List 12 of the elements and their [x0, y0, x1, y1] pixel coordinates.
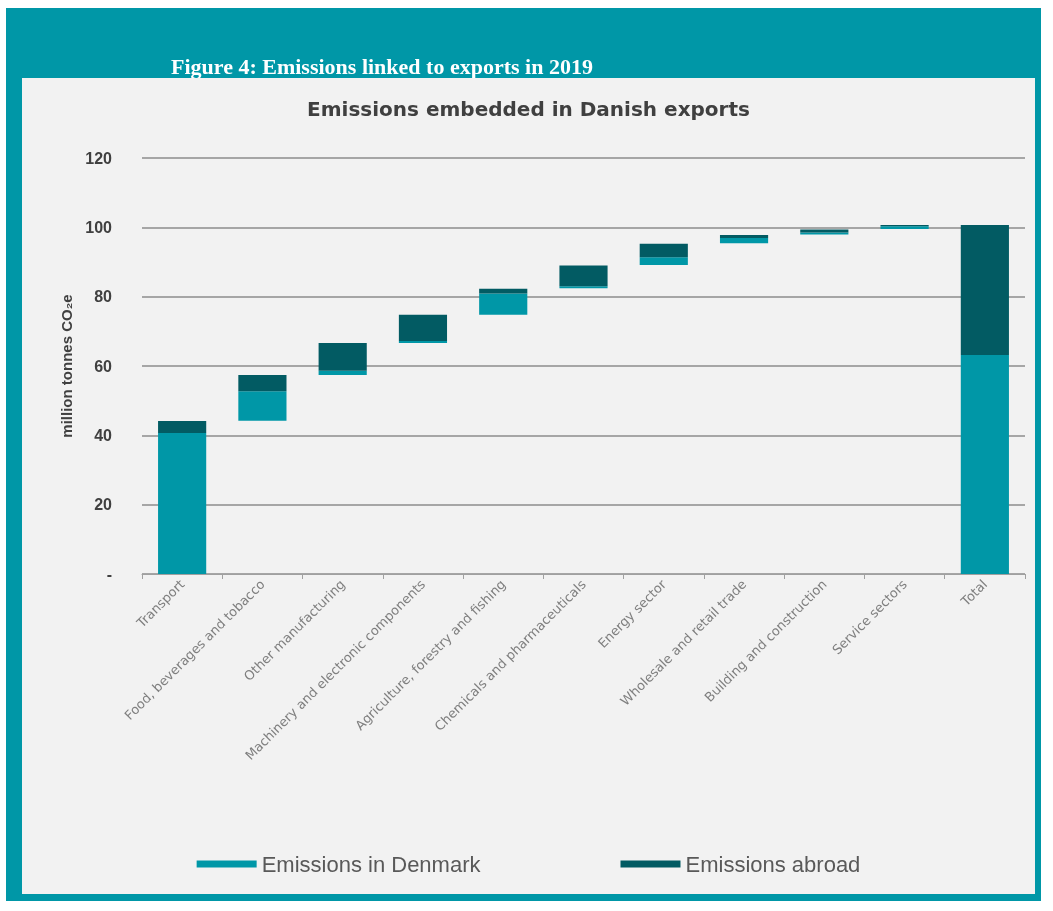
legend-label: Emissions in Denmark [261, 851, 482, 877]
y-axis-title: million tonnes CO₂e [58, 294, 76, 438]
y-tick-label: 20 [94, 496, 113, 514]
y-tick-label: 40 [94, 426, 113, 444]
y-tick-label: 100 [85, 218, 113, 236]
chart-subtitle: Emissions embedded in Danish exports [307, 97, 750, 121]
legend-label: Emissions abroad [685, 851, 861, 877]
y-tick-label: - [106, 565, 112, 583]
y-tick-label: 60 [94, 357, 113, 375]
y-tick-label: 120 [85, 149, 113, 167]
chart-title: Figure 4: Emissions linked to exports in 2019 [171, 54, 593, 80]
y-tick-label: 80 [94, 288, 113, 306]
